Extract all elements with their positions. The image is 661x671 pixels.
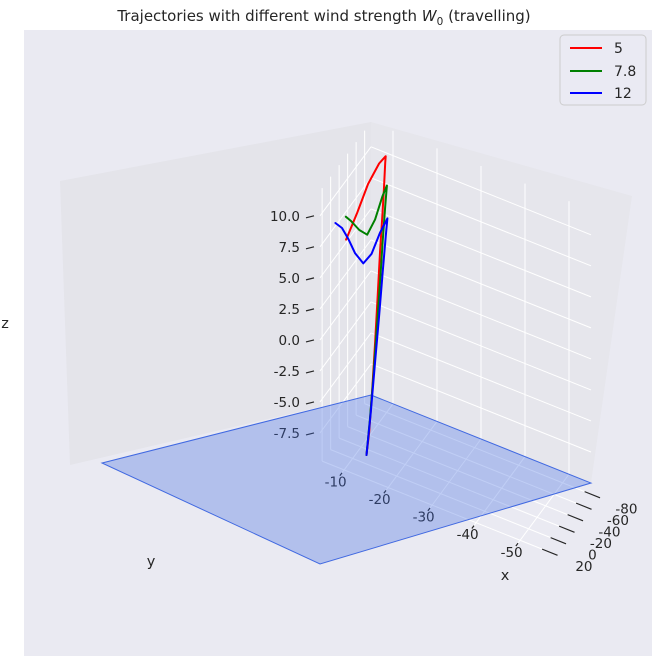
z-grid-xz [370,301,592,391]
trajectory-series-12 [334,217,389,456]
z-axis-label: z [1,316,9,332]
grid-layer [319,130,592,550]
z-tick-mark [305,401,315,405]
z-tick-label: 0.0 [279,333,300,349]
y-tick-mark [567,514,584,522]
z-tick-label: 10.0 [270,209,300,225]
x-grid-floor [429,438,482,509]
x-tick-mark [339,472,343,477]
y-tick-label: -60 [607,513,629,529]
z-tick-label: -7.5 [274,426,300,442]
legend: 5 7.8 12 [559,34,647,106]
z-tick-mark [305,432,315,436]
z-grid-xz [370,177,592,267]
z-grid-xz [370,363,592,453]
y-grid-floor [330,449,551,539]
y-grid-floor [321,460,543,550]
pane-yz [60,122,371,465]
z-grid-xz [370,332,592,422]
z-grid-xz [370,239,592,329]
chart-title: Trajectories with different wind strengt… [116,7,530,28]
z-grid-xz [370,208,592,298]
y-tick-mark [575,502,592,510]
x-axis-label: x [501,568,510,584]
y-tick-mark [550,537,567,545]
z-tick-mark [305,339,315,343]
z-grid-yz [319,332,372,403]
y-grid-floor [364,403,585,493]
legend-label-12: 12 [614,86,632,102]
legend-label-5: 5 [614,41,623,57]
y-tick-mark [584,491,601,499]
x-tick-mark [515,542,519,547]
x-tick-label: -10 [325,474,347,490]
y-tick-mark [541,548,558,556]
legend-label-7-8: 7.8 [614,64,636,80]
x-grid-floor [517,473,570,544]
z-grid-yz [319,301,372,372]
x-tick-mark [471,525,475,529]
y-tick-label: -20 [590,536,612,552]
z-grid-yz [319,146,372,217]
x-tick-label: -20 [369,492,391,508]
y-axis-label: y [147,554,156,570]
z-grid-yz [319,270,372,341]
z-grid-yz [319,239,372,310]
x-tick-mark [427,507,431,512]
y-tick-label: 20 [575,559,592,575]
z-tick-label: 7.5 [279,240,300,256]
z-tick-label: -5.0 [274,395,300,411]
z-tick-label: -2.5 [274,364,300,380]
x-tick-mark [383,490,387,494]
z-tick-label: 2.5 [279,302,300,318]
x-tick-label: -40 [457,527,479,543]
ground-plane [100,394,593,565]
z-grid-yz [319,208,372,279]
y-grid-floor [347,426,568,516]
y-tick-label: -80 [615,501,637,517]
z-grid-xz [370,270,592,360]
z-tick-label: 5.0 [279,271,300,287]
z-tick-mark [305,370,315,374]
y-tick-mark [558,525,575,533]
z-tick-mark [305,246,315,250]
x-tick-label: -30 [413,510,435,526]
y-grid-floor [338,437,560,527]
trajectory-layer [334,155,389,456]
y-tick-label: -40 [598,524,620,540]
z-grid-yz [319,177,372,248]
x-tick-label: -50 [501,545,523,561]
tick-layer: -50-40-30-20-10-80-60-40-2002010.07.55.0… [270,209,638,575]
z-tick-mark [305,277,315,281]
y-grid-floor [355,414,577,504]
y-tick-label: 0 [588,547,597,563]
z-tick-mark [305,308,315,312]
z-grid-yz [319,363,372,434]
pane-xz [371,122,632,483]
legend-box [559,34,647,106]
x-grid-floor [385,421,438,491]
z-grid-xz [370,146,592,236]
z-tick-mark [305,215,315,219]
x-grid-floor [473,456,526,526]
